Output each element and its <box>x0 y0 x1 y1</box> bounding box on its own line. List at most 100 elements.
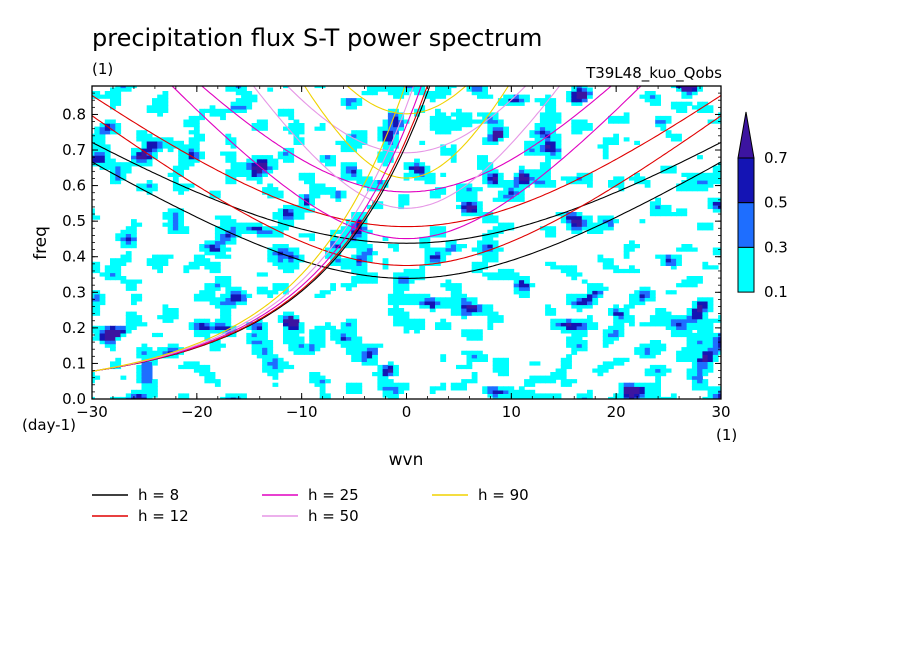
spectral-cell <box>613 180 619 185</box>
spectral-cell <box>152 151 158 156</box>
spectral-cell <box>534 147 541 153</box>
spectral-cell <box>172 315 179 320</box>
spectral-cell <box>361 276 368 281</box>
spectral-cell <box>456 290 462 295</box>
spectral-cell <box>235 87 242 92</box>
spectral-cell <box>608 261 614 266</box>
spectral-cell <box>697 329 703 334</box>
spectral-cell <box>608 180 614 185</box>
spectral-cell <box>157 261 163 266</box>
spectral-cell <box>718 315 721 320</box>
spectral-cell <box>262 119 268 124</box>
spectral-cell <box>262 162 268 167</box>
spectral-cell <box>120 236 127 242</box>
spectral-cell <box>183 144 190 149</box>
spectral-cell <box>94 375 101 380</box>
spectral-cell <box>199 329 205 334</box>
spectral-cell <box>702 308 709 313</box>
spectral-cell <box>351 329 357 334</box>
spectral-cell <box>230 240 237 245</box>
spectral-cell <box>450 382 457 387</box>
spectral-cell <box>566 340 572 345</box>
spectral-cell <box>613 315 619 320</box>
spectral-cell <box>251 222 258 227</box>
spectral-cell <box>571 350 578 355</box>
spectral-cell <box>649 297 656 302</box>
spectral-cell <box>424 172 431 177</box>
spectral-cell <box>681 329 688 334</box>
spectral-cell <box>241 226 247 231</box>
spectral-cell <box>330 190 336 195</box>
spectral-cell <box>131 325 137 330</box>
spectral-cell <box>99 126 106 131</box>
spectral-cell <box>225 151 232 156</box>
spectral-cell <box>419 272 426 277</box>
spectral-cell <box>618 389 625 394</box>
spectral-cell <box>712 119 719 124</box>
spectral-cell <box>429 251 436 256</box>
spectral-cell <box>707 386 714 391</box>
spectral-cell <box>110 101 116 106</box>
spectral-cell <box>639 290 646 295</box>
spectral-cell <box>272 244 279 249</box>
spectral-cell <box>587 290 593 295</box>
spectral-cell <box>466 357 473 362</box>
spectral-cell <box>655 372 661 377</box>
spectral-cell <box>676 212 682 217</box>
spectral-cell <box>193 361 200 366</box>
spectral-cell <box>319 332 326 338</box>
spectral-cell <box>340 258 347 263</box>
spectral-cell <box>539 169 546 174</box>
spectral-cell <box>534 130 541 135</box>
spectral-cell <box>288 155 295 160</box>
spectral-cell <box>183 226 190 231</box>
spectral-cell <box>225 279 232 284</box>
spectral-cell <box>146 379 153 384</box>
spectral-cell <box>193 258 200 263</box>
spectral-cell <box>660 261 667 266</box>
spectral-cell <box>456 108 462 113</box>
spectral-cell <box>545 233 551 238</box>
spectral-cell <box>497 222 504 227</box>
spectral-cell <box>697 297 703 302</box>
spectral-cell <box>503 396 509 399</box>
spectral-cell <box>193 297 200 302</box>
spectral-cell <box>513 176 520 181</box>
spectral-cell <box>545 311 551 316</box>
spectral-cell <box>356 268 363 274</box>
spectral-cell <box>566 318 572 323</box>
spectral-cell <box>246 322 253 327</box>
spectral-cell <box>110 172 116 177</box>
y-axis-unit: (day-1) <box>22 416 76 434</box>
spectral-cell <box>686 375 693 380</box>
spectral-cell <box>178 226 184 231</box>
spectral-cell <box>686 180 693 185</box>
x-tick-label: −30 <box>76 403 108 421</box>
spectral-cell <box>686 276 693 281</box>
spectral-cell <box>482 389 488 394</box>
spectral-cell <box>141 372 148 377</box>
curve-h90-n2 <box>346 86 467 115</box>
spectral-cell <box>115 123 122 128</box>
spectral-cell <box>702 304 709 309</box>
spectral-cell <box>581 329 588 334</box>
spectral-cell <box>172 222 179 227</box>
spectral-cell <box>256 272 263 277</box>
spectral-cell <box>655 343 661 348</box>
spectral-cell <box>241 108 247 113</box>
spectral-cell <box>440 254 447 259</box>
spectral-cell <box>660 208 667 213</box>
spectral-cell <box>482 212 488 217</box>
spectral-cell <box>634 297 640 302</box>
spectral-cell <box>366 183 373 188</box>
spectral-cell <box>623 119 630 124</box>
x-tick-label: 0 <box>402 403 412 421</box>
spectral-cell <box>461 329 467 334</box>
spectral-cell <box>440 151 447 156</box>
spectral-cell <box>649 343 656 348</box>
spectral-cell <box>172 308 179 313</box>
spectral-cell <box>92 372 95 377</box>
spectral-cell <box>325 190 331 195</box>
spectral-cell <box>513 98 520 103</box>
spectral-cell <box>246 172 253 177</box>
